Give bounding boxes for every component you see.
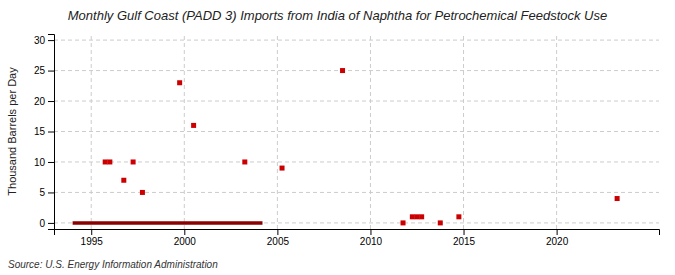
- point: [103, 159, 108, 164]
- point: [410, 214, 415, 219]
- source-note: Source: U.S. Energy Information Administ…: [8, 259, 218, 270]
- x-tick-mark: [91, 229, 92, 235]
- x-tick: 2015: [453, 229, 476, 247]
- point: [177, 80, 182, 85]
- x-tick: 2005: [267, 229, 290, 247]
- y-tick: 25: [34, 65, 54, 76]
- marks: [73, 68, 620, 225]
- y-tick-mark: [48, 101, 54, 102]
- y-axis-line: [48, 35, 55, 230]
- y-tick-label: 10: [34, 157, 46, 168]
- y-tick: 10: [34, 157, 54, 168]
- x-tick-mark: [184, 229, 185, 235]
- x-tick: 2010: [360, 229, 383, 247]
- x-tick-label: 2000: [174, 236, 197, 247]
- point: [140, 190, 145, 195]
- x-tick-label: 2005: [267, 236, 290, 247]
- chart-title: Monthly Gulf Coast (PADD 3) Imports from…: [68, 8, 607, 23]
- point: [340, 68, 345, 73]
- y-grid-line: [54, 222, 659, 223]
- point: [456, 214, 461, 219]
- x-axis-line: [55, 230, 660, 236]
- y-axis-title: Thousand Barrels per Day: [6, 67, 18, 196]
- x-tick-label: 2015: [453, 236, 476, 247]
- x-tick: 2000: [174, 229, 197, 247]
- y-tick-label: 20: [34, 96, 46, 107]
- point: [615, 196, 620, 201]
- y-tick: 0: [39, 218, 54, 229]
- y-axis: 0 5 10 15 20 25 30: [34, 35, 55, 230]
- x-grid-line: [556, 34, 557, 229]
- point: [438, 220, 443, 225]
- x-tick-mark: [277, 229, 278, 235]
- y-grid-line: [54, 101, 659, 102]
- point: [280, 166, 285, 171]
- y-tick-label: 5: [39, 187, 45, 198]
- point: [131, 159, 136, 164]
- y-tick: 5: [39, 187, 54, 198]
- y-grid-line: [54, 161, 659, 162]
- x-tick-mark: [464, 229, 465, 235]
- x-tick: 1995: [81, 229, 104, 247]
- y-grid-line: [54, 70, 659, 71]
- grid: [54, 34, 659, 229]
- x-tick-label: 2010: [360, 236, 383, 247]
- y-tick-label: 25: [34, 65, 46, 76]
- x-grid-line: [277, 34, 278, 229]
- y-tick-mark: [48, 223, 54, 224]
- point: [121, 178, 126, 183]
- x-tick-mark: [557, 229, 558, 235]
- x-tick-mark: [370, 229, 371, 235]
- y-tick: 20: [34, 96, 54, 107]
- x-tick-label: 2020: [546, 236, 569, 247]
- y-tick-mark: [48, 71, 54, 72]
- y-tick-mark: [48, 40, 54, 41]
- point: [191, 123, 196, 128]
- y-tick-mark: [48, 132, 54, 133]
- y-grid-line: [54, 131, 659, 132]
- y-tick-mark: [48, 192, 54, 193]
- point: [242, 159, 247, 164]
- y-tick: 15: [34, 126, 54, 137]
- chart-svg: Monthly Gulf Coast (PADD 3) Imports from…: [0, 0, 675, 275]
- x-tick-label: 1995: [81, 236, 104, 247]
- y-tick-label: 15: [34, 126, 46, 137]
- point: [107, 159, 112, 164]
- x-axis: 1995 2000 2005 2010 2015 2020: [55, 229, 660, 247]
- point: [415, 214, 420, 219]
- y-tick-mark: [48, 162, 54, 163]
- y-tick: 30: [34, 35, 54, 46]
- point: [419, 214, 424, 219]
- point: [401, 220, 406, 225]
- y-tick-label: 0: [39, 218, 45, 229]
- y-tick-label: 30: [34, 35, 46, 46]
- y-grid-line: [54, 40, 659, 41]
- x-tick: 2020: [546, 229, 569, 247]
- zero-line: [73, 221, 263, 225]
